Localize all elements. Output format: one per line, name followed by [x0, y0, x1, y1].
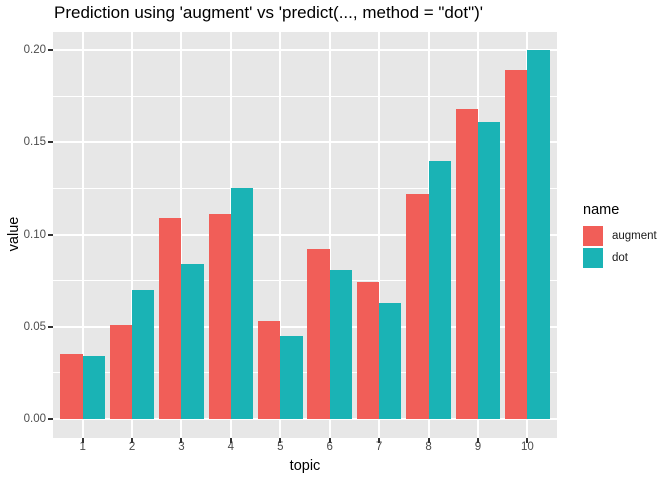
- x-tick-mark: [328, 438, 331, 443]
- x-tick-label: 9: [474, 441, 482, 453]
- y-tick-label: 0.10: [23, 228, 46, 241]
- x-tick-label: 10: [520, 441, 534, 453]
- bar-augment-topic-9: [455, 109, 478, 419]
- y-tick-mark: [48, 325, 53, 328]
- major-gridline: [53, 325, 557, 328]
- x-tick-label: 1: [79, 441, 86, 453]
- x-tick-label: 3: [178, 441, 185, 453]
- y-tick-label: 0.20: [23, 44, 46, 56]
- x-tick-label: 4: [227, 441, 235, 453]
- bar-augment-topic-8: [406, 193, 429, 419]
- bar-augment-topic-4: [208, 214, 231, 419]
- x-tick-mark: [427, 438, 430, 443]
- minor-gridline: [53, 280, 557, 282]
- vertical-gridline: [328, 32, 331, 438]
- x-tick-mark: [279, 438, 282, 443]
- y-tick-label: 0.15: [23, 136, 46, 149]
- minor-gridline: [53, 187, 557, 189]
- bar-dot-topic-10: [527, 50, 550, 419]
- x-tick-label: 6: [326, 441, 333, 453]
- bar-augment-topic-6: [307, 249, 330, 419]
- x-tick-mark: [131, 438, 134, 443]
- minor-gridline: [53, 95, 557, 97]
- y-tick-label: 0.00: [23, 413, 46, 425]
- minor-gridline: [53, 372, 557, 374]
- bar-dot-topic-2: [132, 289, 155, 419]
- bar-augment-topic-10: [505, 70, 528, 419]
- vertical-gridline: [180, 32, 183, 438]
- major-gridline: [53, 49, 557, 51]
- bar-dot-topic-7: [379, 302, 402, 419]
- bar-dot-topic-8: [428, 160, 451, 419]
- plot-title: Prediction using 'augment' vs 'predict(.…: [54, 3, 484, 22]
- y-tick-mark: [48, 233, 53, 236]
- legend-key-swatch: [583, 226, 603, 246]
- y-tick-mark: [48, 141, 53, 144]
- x-tick-mark: [229, 438, 232, 443]
- y-tick-mark: [48, 49, 53, 51]
- plot-panel: [53, 32, 557, 438]
- bar-augment-topic-5: [258, 321, 281, 419]
- legend-key-swatch: [583, 248, 603, 268]
- x-tick-mark: [378, 438, 381, 443]
- vertical-gridline: [131, 32, 134, 438]
- x-tick-label: 5: [277, 441, 284, 453]
- major-gridline: [53, 418, 557, 420]
- bar-dot-topic-6: [329, 269, 352, 419]
- major-gridline: [53, 233, 557, 236]
- legend-label: dot: [612, 252, 628, 264]
- vertical-gridline: [378, 32, 381, 438]
- legend-title: name: [583, 202, 620, 218]
- bar-dot-topic-3: [181, 264, 204, 419]
- bar-dot-topic-9: [477, 121, 501, 419]
- legend-entry-dot: dot: [583, 248, 657, 268]
- bar-augment-topic-3: [159, 217, 182, 419]
- bar-dot-topic-1: [82, 356, 105, 419]
- bar-dot-topic-4: [230, 188, 254, 419]
- x-tick-label: 2: [128, 441, 136, 453]
- legend: name augment dot: [583, 202, 657, 270]
- x-tick-label: 8: [425, 441, 432, 453]
- x-tick-mark: [526, 438, 529, 443]
- x-axis-title: topic: [289, 458, 321, 474]
- x-tick-mark: [180, 438, 183, 443]
- bar-augment-topic-7: [356, 282, 380, 419]
- bar-augment-topic-1: [60, 354, 83, 419]
- legend-entry-augment: augment: [583, 226, 657, 246]
- x-tick-mark: [81, 438, 84, 443]
- x-tick-mark: [476, 438, 479, 443]
- y-tick-mark: [48, 418, 53, 420]
- legend-label: augment: [612, 230, 657, 242]
- y-tick-label: 0.05: [23, 320, 46, 333]
- legend-entries: augment dot: [583, 226, 657, 268]
- vertical-gridline: [279, 32, 282, 438]
- bar-dot-topic-5: [280, 335, 303, 419]
- bar-augment-topic-2: [109, 324, 133, 419]
- major-gridline: [53, 141, 557, 144]
- x-tick-label: 7: [375, 441, 383, 453]
- vertical-gridline: [81, 32, 84, 438]
